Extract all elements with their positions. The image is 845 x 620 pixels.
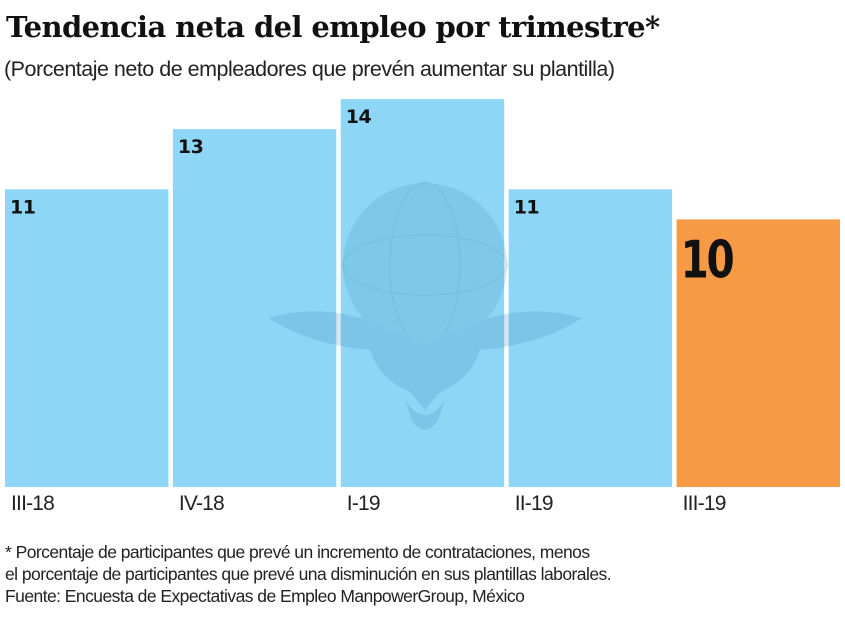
source-note: Fuente: Encuesta de Expectativas de Empl… (5, 586, 525, 606)
bar-value-label: 13 (178, 136, 203, 158)
footnote-line-1: * Porcentaje de participantes que prevé … (5, 542, 590, 562)
eagle-globe-watermark-icon (268, 182, 582, 430)
bar-I-19 (340, 99, 505, 487)
bar-IV-18 (172, 129, 337, 487)
x-tick-label: II-19 (515, 492, 553, 515)
chart-subtitle: (Porcentaje neto de empleadores que prev… (4, 57, 615, 81)
labels-layer: 11 13 14 11 10 (10, 106, 736, 290)
x-tick-label: I-19 (347, 492, 380, 515)
x-tick-label: IV-18 (179, 492, 224, 515)
x-tick-label: III-19 (683, 492, 726, 515)
bar-II-19 (508, 189, 673, 487)
chart-title: Tendencia neta del empleo por trimestre* (6, 10, 660, 44)
bar-III-19 (676, 219, 840, 487)
bar-value-label: 11 (514, 196, 539, 218)
bars-layer (5, 99, 840, 487)
bar-value-label: 11 (10, 196, 35, 218)
bar-value-label: 10 (681, 229, 734, 289)
x-tick-label: III-18 (11, 492, 54, 515)
footnote: * Porcentaje de participantes que prevé … (5, 541, 612, 607)
bar-value-label: 14 (346, 106, 372, 128)
footnote-line-2: el porcentaje de participantes que prevé… (5, 564, 612, 584)
x-axis-ticks: III-18 IV-18 I-19 II-19 III-19 (11, 492, 727, 515)
bar-III-18 (5, 189, 169, 487)
